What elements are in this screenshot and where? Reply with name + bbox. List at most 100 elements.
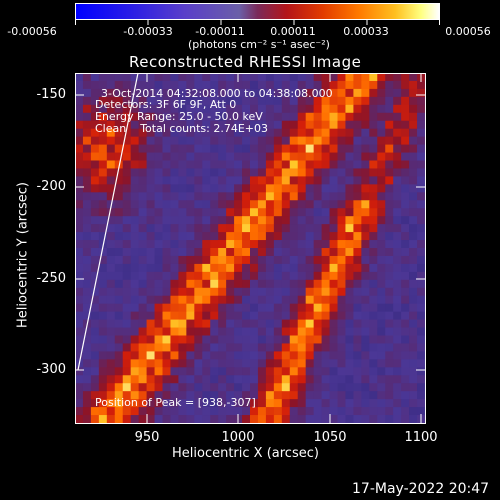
image-pixel [361,192,370,201]
image-pixel [234,96,243,106]
image-pixel [281,136,291,146]
image-pixel [114,73,124,82]
image-pixel [345,160,354,169]
image-pixel [281,160,291,169]
image-pixel [114,399,124,408]
image-pixel [353,184,362,193]
image-pixel [226,240,235,249]
image-pixel [273,88,283,98]
image-pixel [273,176,283,185]
image-pixel [82,255,92,265]
image-pixel [75,367,84,376]
image-pixel [194,391,203,400]
image-pixel [345,73,354,82]
image-pixel [154,192,163,201]
image-pixel [265,383,275,392]
image-pixel [289,168,299,177]
image-pixel [257,104,267,114]
image-pixel [297,303,307,313]
image-pixel [353,375,362,384]
image-pixel [305,351,315,360]
image-pixel [194,415,203,423]
image-pixel [242,216,251,225]
image-pixel [242,255,251,265]
image-pixel [162,351,171,360]
image-pixel [210,200,219,209]
image-pixel [377,200,386,209]
image-pixel [178,271,187,281]
image-pixel [194,359,203,368]
image-pixel [409,407,418,416]
image-pixel [114,415,124,423]
x-tick-label: 1050 [313,430,347,445]
image-pixel [194,343,203,352]
image-pixel [417,303,425,313]
image-pixel [369,327,378,336]
image-pixel [226,144,235,154]
image-pixel [210,208,219,217]
image-pixel [146,73,156,82]
image-pixel [154,383,163,392]
image-pixel [114,271,124,281]
image-pixel [106,240,116,249]
image-pixel [353,104,362,114]
image-pixel [114,311,124,321]
image-pixel [265,407,275,416]
image-pixel [273,232,283,241]
image-pixel [305,80,315,90]
image-pixel [234,112,243,122]
image-pixel [242,327,251,336]
image-pixel [329,279,338,289]
image-pixel [146,271,156,281]
image-pixel [401,399,410,408]
image-pixel [257,88,267,98]
image-pixel [146,248,156,257]
image-pixel [329,367,338,376]
image-pixel [305,391,315,400]
image-pixel [257,208,267,217]
image-pixel [114,216,124,225]
image-pixel [154,224,163,233]
image-pixel [345,359,354,368]
image-pixel [289,319,299,329]
image-pixel [265,391,275,400]
image-pixel [242,343,251,352]
colorbar-tick-label: 0.00056 [445,25,491,38]
image-pixel [289,359,299,368]
image-pixel [321,391,331,400]
image-pixel [329,160,338,169]
image-pixel [353,255,362,265]
image-pixel [313,144,323,154]
image-pixel [377,240,386,249]
image-pixel [250,160,259,169]
image-pixel [385,343,394,352]
image-pixel [242,73,251,82]
image-pixel [281,232,291,241]
image-pixel [82,240,92,249]
image-pixel [417,88,425,98]
image-pixel [122,112,132,122]
image-pixel [417,136,425,146]
image-pixel [218,287,227,297]
image-pixel [401,136,410,146]
image-pixel [234,80,243,90]
image-pixel [138,248,148,257]
image-pixel [122,200,132,209]
image-pixel [242,287,251,297]
image-pixel [281,73,291,82]
image-pixel [369,311,378,321]
image-pixel [393,176,402,185]
image-pixel [385,200,394,209]
image-pixel [202,391,211,400]
image-pixel [409,271,418,281]
image-pixel [273,120,283,130]
image-pixel [114,263,124,273]
image-pixel [289,255,299,265]
image-pixel [313,152,323,161]
image-pixel [297,311,307,321]
image-pixel [210,192,219,201]
image-pixel [361,327,370,336]
image-pixel [321,327,331,336]
image-pixel [210,232,219,241]
image-pixel [178,351,187,360]
